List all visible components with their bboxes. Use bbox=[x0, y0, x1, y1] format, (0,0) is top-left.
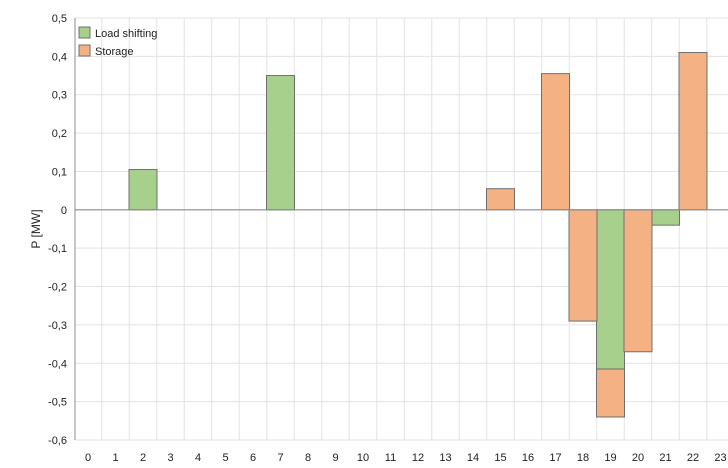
x-tick-label: 4 bbox=[195, 452, 201, 464]
y-tick-label: -0,1 bbox=[48, 243, 67, 255]
bar-storage bbox=[678, 52, 708, 211]
bar-load-shifting bbox=[128, 169, 158, 211]
legend-label-storage: Storage bbox=[95, 46, 134, 58]
x-tick-label: 13 bbox=[439, 452, 451, 464]
bars bbox=[128, 52, 708, 418]
x-tick-label: 1 bbox=[112, 452, 118, 464]
axes: 0,5 0,4 0,3 0,2 0,1 0 -0,1 -0,2 -0,3 -0,4 -0,5 -0,6… bbox=[48, 13, 728, 464]
bar-storage bbox=[596, 368, 625, 418]
legend-label-load-shifting: Load shifting bbox=[95, 28, 157, 40]
y-tick-label: -0,6 bbox=[48, 435, 67, 447]
bar-load-shifting bbox=[266, 75, 295, 211]
y-tick-label: 0,5 bbox=[52, 13, 67, 25]
legend: Load shifting Storage bbox=[78, 26, 157, 58]
x-tick-label: 21 bbox=[659, 452, 671, 464]
x-tick-label: 0 bbox=[85, 452, 91, 464]
x-tick-label: 20 bbox=[632, 452, 644, 464]
y-tick-label: -0,3 bbox=[48, 320, 67, 332]
x-tick-label: 18 bbox=[577, 452, 589, 464]
y-tick-label: 0 bbox=[61, 205, 67, 217]
x-tick-label: 23 bbox=[714, 452, 726, 464]
bar-storage bbox=[541, 73, 570, 211]
y-axis-label: P [MW] bbox=[29, 209, 43, 248]
x-tick-label: 22 bbox=[687, 452, 699, 464]
x-tick-label: 19 bbox=[604, 452, 616, 464]
y-tick-label: 0,1 bbox=[52, 166, 67, 178]
y-tick-label: 0,4 bbox=[52, 51, 67, 63]
x-tick-label: 10 bbox=[357, 452, 369, 464]
legend-swatch-storage bbox=[78, 44, 91, 57]
x-tick-label: 5 bbox=[222, 452, 228, 464]
x-tick-label: 14 bbox=[467, 452, 479, 464]
y-tick-label: 0,2 bbox=[52, 128, 67, 140]
x-tick-label: 7 bbox=[277, 452, 283, 464]
x-tick-label: 2 bbox=[140, 452, 146, 464]
legend-swatch-load-shifting bbox=[78, 26, 91, 39]
bar-load-shifting bbox=[596, 209, 625, 370]
y-tick-label: -0,2 bbox=[48, 282, 67, 294]
x-tick-label: 17 bbox=[549, 452, 561, 464]
bar-storage bbox=[486, 188, 515, 211]
x-tick-label: 6 bbox=[250, 452, 256, 464]
x-tick-label: 12 bbox=[412, 452, 424, 464]
y-tick-label: -0,4 bbox=[48, 358, 67, 370]
y-tick-label: 0,3 bbox=[52, 90, 67, 102]
x-tick-label: 3 bbox=[167, 452, 173, 464]
y-tick-label: -0,5 bbox=[48, 397, 67, 409]
bar-storage bbox=[623, 209, 653, 353]
x-tick-label: 16 bbox=[522, 452, 534, 464]
x-tick-label: 8 bbox=[305, 452, 311, 464]
bar-load-shifting bbox=[651, 209, 680, 226]
x-tick-label: 9 bbox=[332, 452, 338, 464]
bar-storage bbox=[568, 209, 598, 322]
x-tick-label: 15 bbox=[494, 452, 506, 464]
x-tick-label: 11 bbox=[385, 452, 396, 464]
